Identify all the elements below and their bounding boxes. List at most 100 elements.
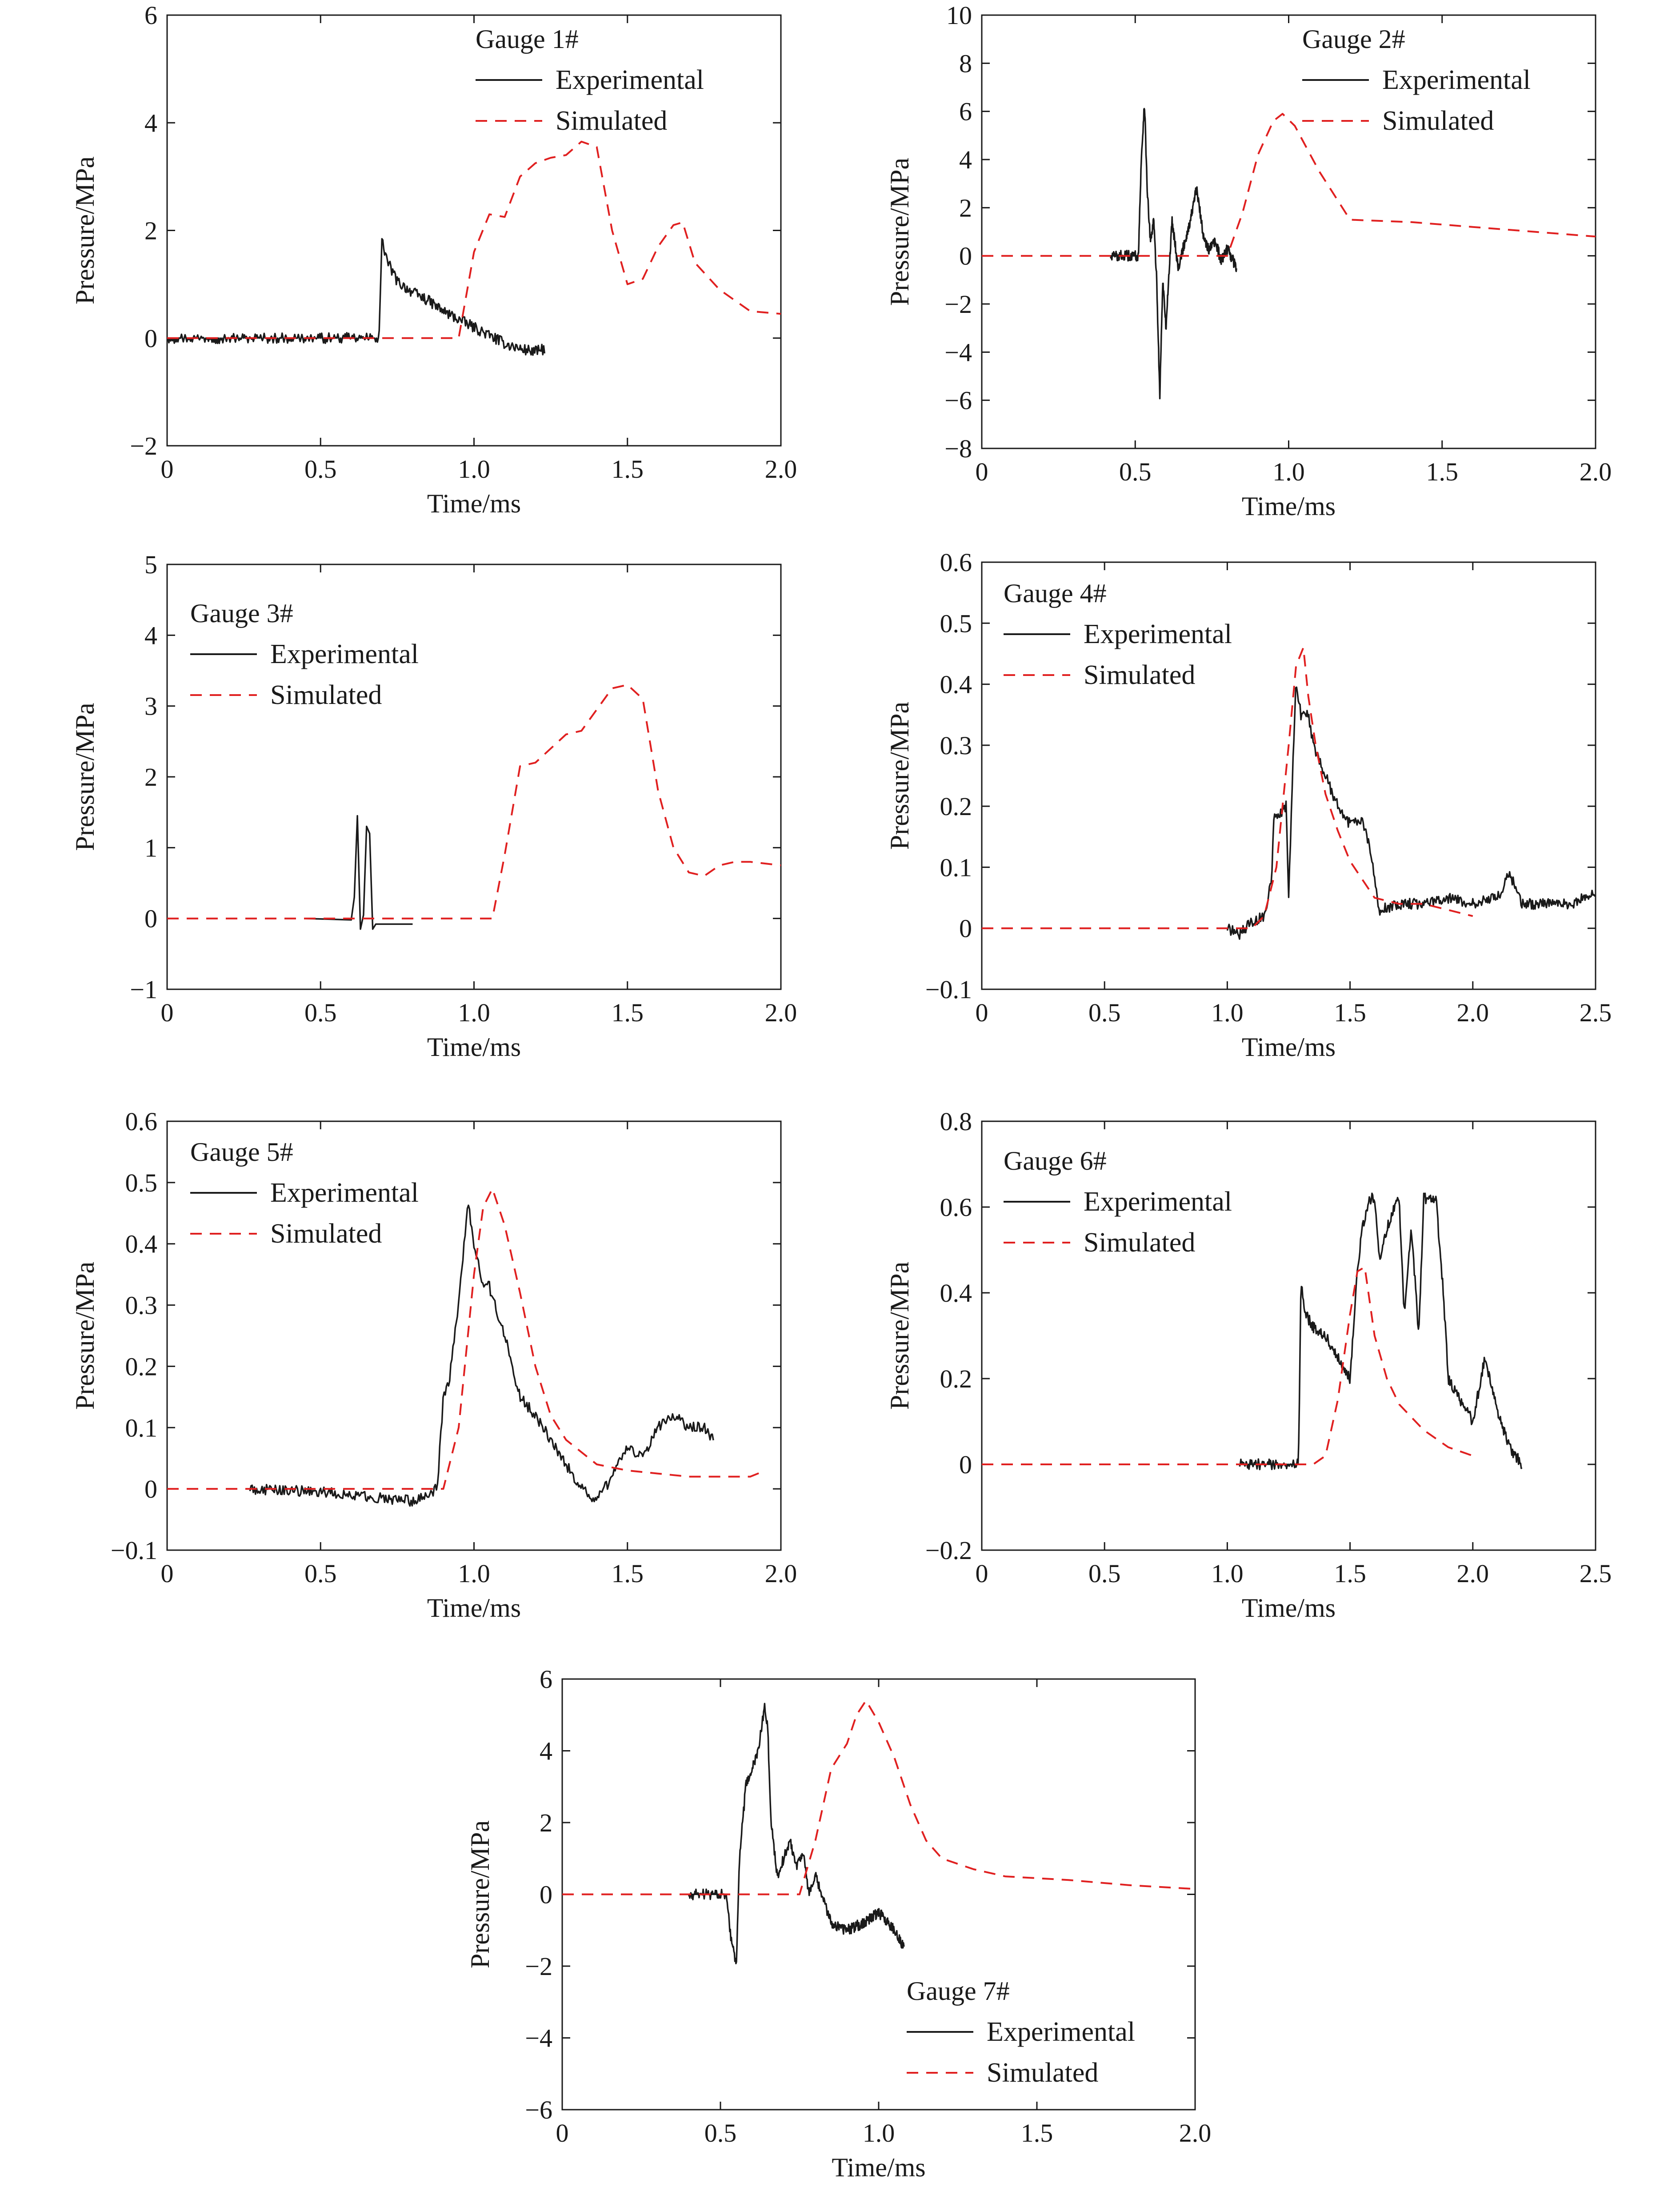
y-tick-label: 6: [959, 97, 972, 126]
x-tick-label: 0.5: [1119, 457, 1152, 486]
plot-frame: [981, 561, 1596, 990]
x-tick-label: 2.0: [1457, 998, 1489, 1027]
y-tick-label: 0: [540, 1880, 552, 1909]
gauge-title: Gauge 4#: [1004, 579, 1107, 608]
x-axis-label: Time/ms: [1242, 1593, 1336, 1623]
x-tick-label: 2.0: [1457, 1559, 1489, 1588]
x-tick-label: 1.5: [1426, 457, 1459, 486]
legend-label-experimental: Experimental: [1084, 619, 1232, 649]
y-tick-label: −2: [525, 1952, 552, 1981]
x-tick-label: 1.5: [612, 1559, 644, 1588]
legend: Gauge 1# Experimental Simulated: [476, 24, 704, 136]
y-tick-label: −8: [944, 434, 972, 463]
y-tick-label: 0.6: [125, 1107, 158, 1136]
y-axis-label: Pressure/MPa: [885, 1262, 914, 1410]
y-tick-label: 2: [959, 193, 972, 222]
x-tick-label: 0: [161, 1559, 174, 1588]
x-tick-label: 1.5: [1334, 998, 1366, 1027]
x-tick-label: 2.0: [765, 1559, 797, 1588]
experimental-series-line: [688, 1703, 905, 1964]
y-tick-label: 0.2: [940, 792, 972, 821]
y-tick-label: −4: [525, 2024, 552, 2053]
x-tick-label: 0: [976, 998, 988, 1027]
x-tick-label: 1.0: [1272, 457, 1305, 486]
y-tick-label: 3: [144, 692, 157, 721]
y-tick-label: 0.2: [940, 1364, 972, 1393]
y-axis-label: Pressure/MPa: [885, 702, 914, 850]
y-tick-label: 0.6: [940, 548, 972, 577]
x-tick-label: 2.0: [1179, 2119, 1212, 2147]
chart-panel-gauge-4: 0 0.5 1.0 1.5 2.0 2.5−0.100.10.20.30.40.50.6T…: [885, 548, 1612, 1062]
x-tick-label: 1.5: [612, 455, 644, 484]
y-axis-label: Pressure/MPa: [885, 158, 914, 306]
y-tick-label: −0.1: [925, 975, 972, 1004]
legend-label-simulated: Simulated: [987, 2058, 1098, 2088]
y-tick-label: 4: [144, 108, 157, 137]
y-tick-label: −6: [944, 386, 972, 415]
y-tick-label: 8: [959, 49, 972, 78]
legend-label-simulated: Simulated: [1382, 106, 1494, 136]
x-tick-label: 0.5: [304, 1559, 337, 1588]
y-tick-label: 6: [540, 1665, 552, 1694]
simulated-series-line: [982, 113, 1596, 257]
y-tick-label: 4: [540, 1737, 552, 1766]
legend-label-experimental: Experimental: [1382, 65, 1531, 95]
plot-frame: [166, 564, 782, 990]
y-tick-label: 5: [144, 550, 157, 579]
simulated-series-line: [562, 1699, 1196, 1895]
y-tick-label: 0: [144, 904, 157, 933]
x-tick-label: 2.0: [765, 455, 797, 484]
experimental-series-line: [1239, 1192, 1523, 1471]
y-tick-label: −0.2: [925, 1536, 972, 1565]
x-tick-label: 0.5: [304, 998, 337, 1027]
y-axis-label: Pressure/MPa: [465, 1820, 495, 1968]
x-tick-label: 1.5: [612, 998, 644, 1027]
gauge-title: Gauge 6#: [1004, 1146, 1107, 1175]
x-tick-label: 2.5: [1580, 998, 1612, 1027]
legend-label-experimental: Experimental: [987, 2017, 1135, 2047]
chart-panel-gauge-6: 0 0.5 1.0 1.5 2.0 2.5−0.200.20.40.60.8Time/ms…: [885, 1107, 1612, 1623]
x-axis-label: Time/ms: [1242, 492, 1336, 521]
simulated-series-line: [167, 684, 781, 920]
y-tick-label: 0: [144, 324, 157, 353]
y-tick-label: 10: [946, 1, 972, 30]
x-tick-label: 1.0: [458, 455, 490, 484]
y-axis-label: Pressure/MPa: [70, 156, 100, 304]
chart-panel-gauge-1: 0 0.5 1.0 1.5 2.0−20246Time/msPressure/MPaGa…: [70, 1, 797, 518]
y-tick-label: −6: [525, 2095, 552, 2124]
x-tick-label: 1.0: [458, 1559, 490, 1588]
x-tick-label: 0: [976, 1559, 988, 1588]
x-axis-label: Time/ms: [1242, 1032, 1336, 1062]
legend-label-simulated: Simulated: [556, 106, 667, 136]
x-tick-label: 1.5: [1021, 2119, 1053, 2147]
gauge-title: Gauge 5#: [190, 1137, 293, 1167]
legend-label-simulated: Simulated: [1084, 1227, 1195, 1258]
legend: Gauge 6# Experimental Simulated: [1004, 1146, 1232, 1258]
y-tick-label: 0: [144, 1475, 157, 1503]
legend-label-simulated: Simulated: [270, 680, 382, 710]
y-tick-label: 0.1: [940, 853, 972, 882]
y-tick-label: 2: [144, 763, 157, 792]
x-tick-label: 0: [556, 2119, 569, 2147]
chart-panel-gauge-7: 0 0.5 1.0 1.5 2.0 −6 −4 −2 0 2 4 6 Time/ms Pressure/M…: [465, 1665, 1211, 2182]
gauge-title: Gauge 2#: [1302, 24, 1405, 54]
gauge-title: Gauge 1#: [476, 24, 579, 54]
experimental-series-line: [305, 815, 413, 930]
y-tick-label: 2: [540, 1808, 552, 1837]
x-tick-label: 0.5: [704, 2119, 737, 2147]
simulated-series-line: [167, 140, 781, 339]
experimental-series-line: [166, 238, 546, 356]
y-tick-label: 0.1: [125, 1413, 158, 1442]
chart-panel-gauge-5: 0 0.5 1.0 1.5 2.0−0.100.10.20.30.40.50.6Time…: [70, 1107, 797, 1623]
x-tick-label: 1.5: [1334, 1559, 1366, 1588]
x-axis-label: Time/ms: [832, 2153, 925, 2182]
gauge-title: Gauge 7#: [907, 1976, 1010, 2006]
y-tick-label: 0.2: [125, 1352, 158, 1381]
x-tick-label: 2.5: [1580, 1559, 1612, 1588]
plot-frame: [981, 1120, 1596, 1551]
y-tick-label: 0.6: [940, 1193, 972, 1222]
y-tick-label: 4: [959, 145, 972, 174]
y-tick-label: −0.1: [111, 1536, 157, 1565]
y-tick-label: 0.5: [940, 609, 972, 638]
